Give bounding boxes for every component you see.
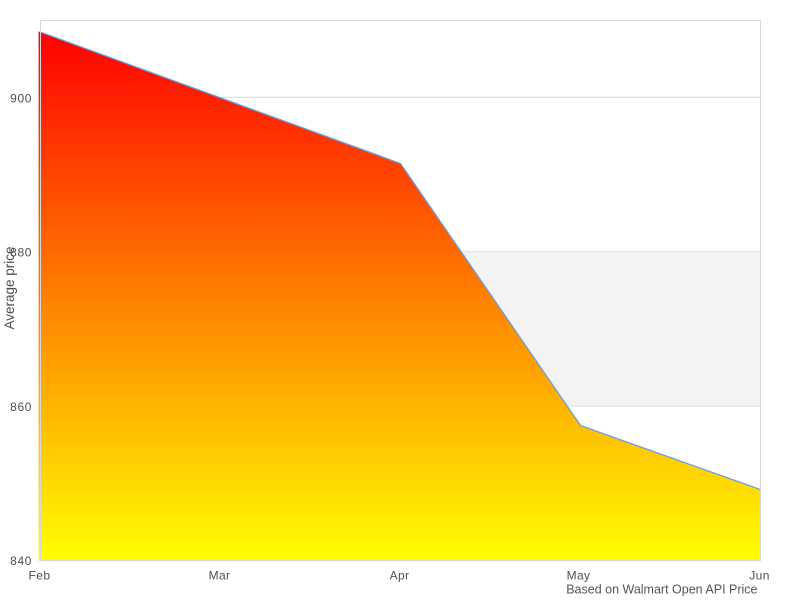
svg-text:Jun: Jun — [749, 568, 770, 582]
svg-text:May: May — [567, 568, 591, 582]
svg-text:Based on Walmart Open API Pric: Based on Walmart Open API Price — [566, 583, 757, 597]
svg-text:900: 900 — [10, 91, 32, 105]
svg-text:Average price: Average price — [2, 246, 17, 329]
svg-text:860: 860 — [10, 400, 32, 414]
svg-text:Apr: Apr — [390, 568, 410, 582]
svg-text:840: 840 — [10, 554, 32, 568]
svg-text:880: 880 — [10, 246, 32, 260]
svg-text:Mar: Mar — [209, 568, 231, 582]
svg-text:Feb: Feb — [29, 568, 51, 582]
